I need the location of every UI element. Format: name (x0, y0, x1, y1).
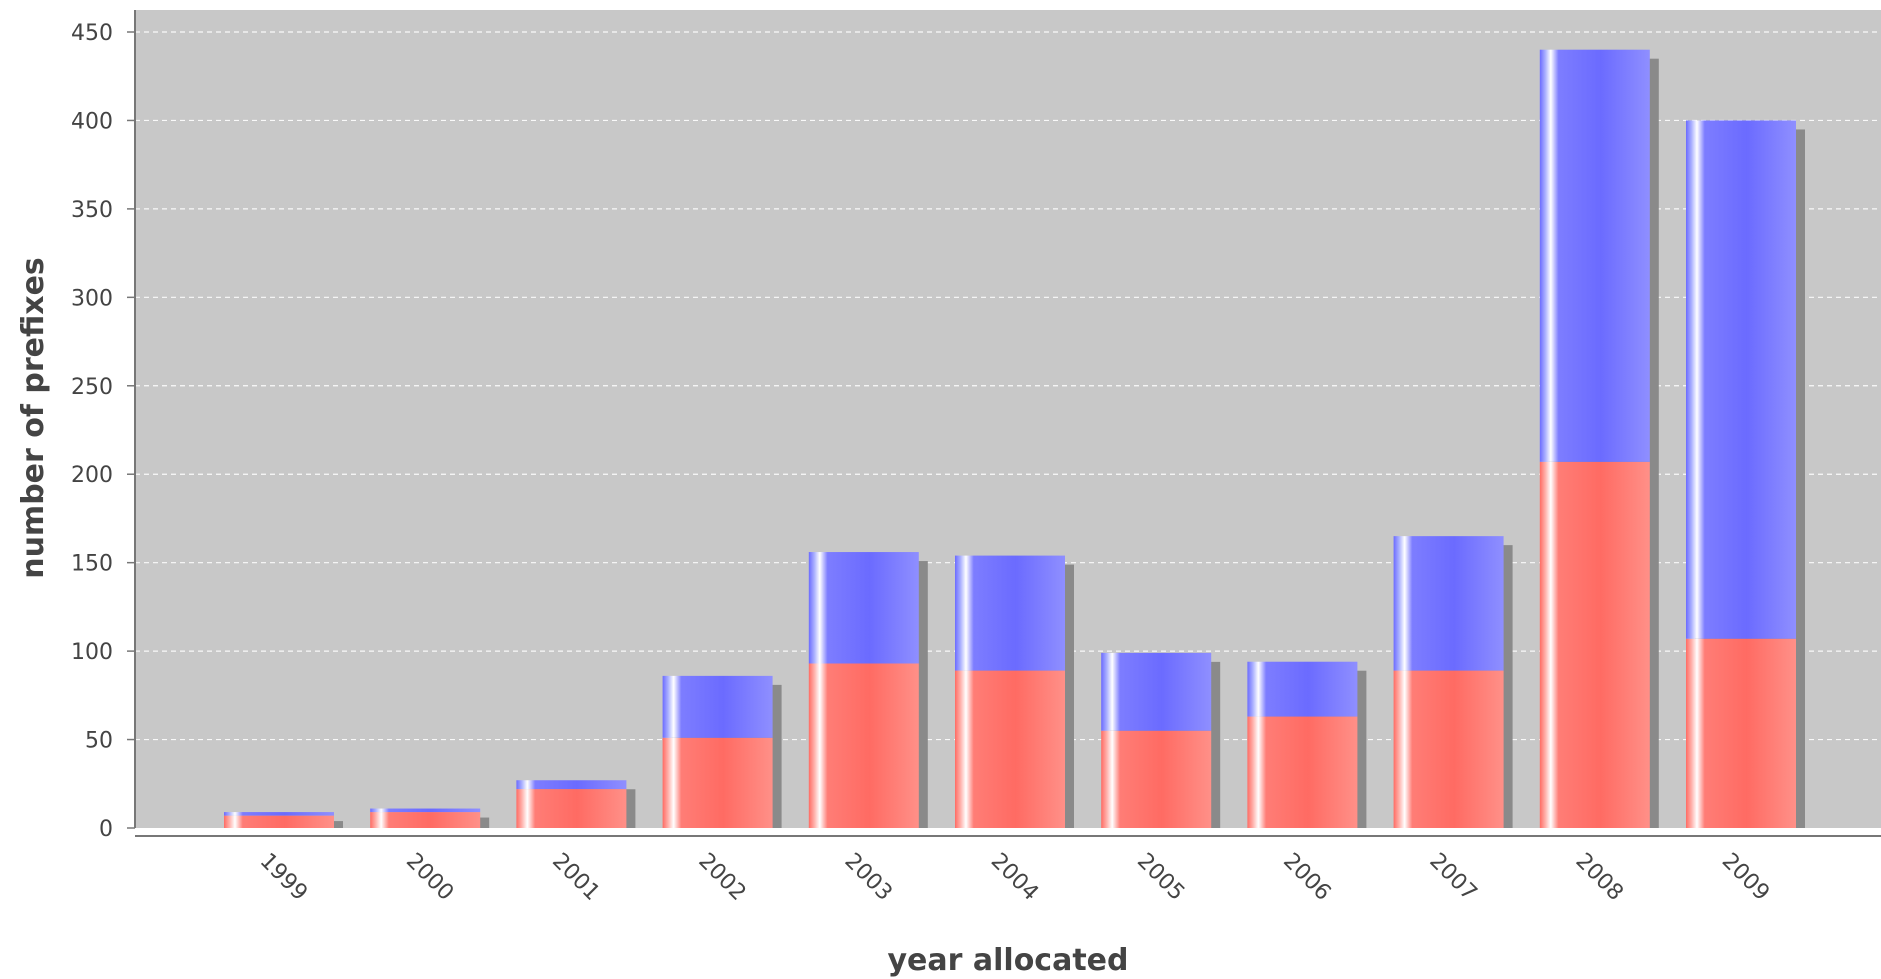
x-tick-label-2002: 2002 (693, 849, 750, 906)
bar-series1-2001 (516, 780, 627, 790)
bar-series1-2007 (1393, 536, 1504, 671)
bar-series1-2008 (1539, 49, 1650, 462)
x-tick-label-2001: 2001 (547, 849, 604, 906)
bar-series0-2007 (1393, 670, 1504, 828)
bar-series1-2000 (370, 808, 481, 813)
y-tick-label-8: 400 (71, 109, 113, 134)
y-tick-labels: 0 50 100 150 200 250 300 350 400 450 (71, 21, 135, 842)
x-tick-label-2005: 2005 (1132, 849, 1189, 906)
y-tick-label-7: 350 (71, 198, 113, 223)
x-tick-label-2003: 2003 (840, 849, 897, 906)
y-tick-label-0: 0 (99, 817, 113, 842)
x-tick-label-1999: 1999 (255, 849, 312, 906)
x-tick-label-2009: 2009 (1717, 849, 1774, 906)
bar-series0-2002 (662, 737, 773, 828)
bar-series1-2003 (808, 552, 919, 664)
bar-series1-2004 (955, 555, 1065, 671)
y-tick-label-3: 150 (71, 552, 113, 577)
y-tick-label-6: 300 (71, 286, 113, 311)
x-tick-label-2008: 2008 (1571, 849, 1628, 906)
x-axis-title: year allocated (888, 943, 1129, 978)
bar-series0-2000 (370, 812, 481, 828)
bar-series1-2002 (662, 675, 773, 738)
y-tick-label-4: 200 (71, 463, 113, 488)
x-tick-label-2006: 2006 (1278, 849, 1335, 906)
x-tick-label-2007: 2007 (1424, 849, 1481, 906)
bar-series0-2008 (1539, 461, 1650, 828)
bars (224, 49, 1796, 828)
y-tick-label-2: 100 (71, 640, 113, 665)
bar-series1-2009 (1686, 120, 1796, 639)
bar-series1-1999 (224, 812, 334, 816)
bar-series0-2003 (808, 663, 919, 828)
bar-series1-2005 (1101, 652, 1212, 731)
x-tick-labels: 1999 2000 2001 2002 2003 2004 2005 2006 2007 2008… (255, 849, 1774, 906)
bar-series0-2009 (1686, 638, 1796, 828)
x-tick-label-2000: 2000 (401, 849, 458, 906)
y-axis-title: number of prefixes (16, 257, 51, 579)
bar-series0-1999 (224, 815, 334, 828)
y-tick-label-1: 50 (85, 729, 113, 754)
y-tick-label-5: 250 (71, 375, 113, 400)
bar-series0-2004 (955, 670, 1065, 828)
bar-series0-2005 (1101, 730, 1212, 828)
y-tick-label-9: 450 (71, 21, 113, 46)
bar-series0-2001 (516, 789, 627, 828)
x-tick-label-2004: 2004 (986, 849, 1043, 906)
bar-series0-2006 (1247, 716, 1358, 828)
bar-series1-2006 (1247, 661, 1358, 717)
